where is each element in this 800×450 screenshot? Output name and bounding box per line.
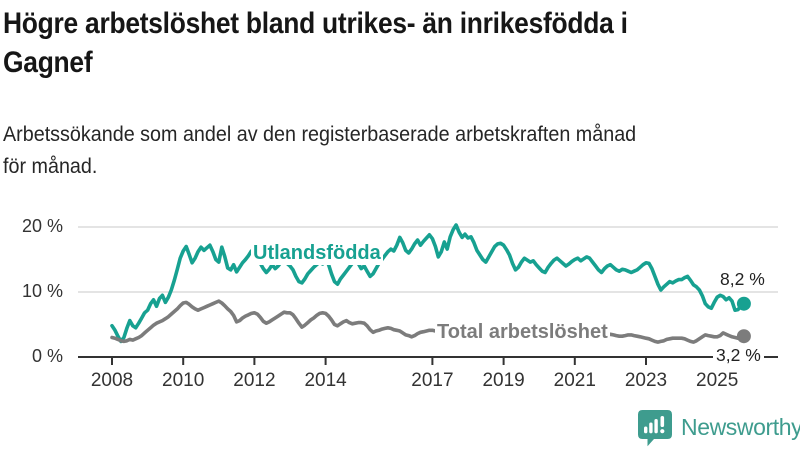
page-title: Högre arbetslöshet bland utrikes- än inr…	[3, 4, 799, 82]
x-tick-label: 2023	[624, 370, 668, 391]
series-label-utlandsfodda: Utlandsfödda	[251, 242, 383, 265]
x-tick-label: 2017	[411, 370, 454, 391]
end-value-label-total: 3,2 %	[713, 346, 764, 365]
unemployment-line-chart: Utlandsfödda Total arbetslöshet 8,2 % 3,…	[0, 195, 800, 400]
end-point-dot	[736, 296, 751, 311]
newsworthy-wordmark: Newsworthy	[681, 414, 800, 440]
y-tick-label: 10 %	[21, 281, 63, 301]
title-line-2: Gagnef	[3, 46, 93, 79]
chart-canvas	[78, 223, 778, 365]
end-point-dot	[736, 329, 751, 344]
x-tick-label: 2014	[304, 370, 347, 391]
x-tick-label: 2012	[233, 370, 276, 391]
end-value-label-utlandsfodda: 8,2 %	[717, 270, 768, 289]
x-tick-label: 2025	[696, 370, 739, 391]
y-tick-label: 20 %	[21, 216, 63, 236]
chart-subtitle: Arbetssökande som andel av den registerb…	[3, 119, 800, 183]
series-label-total-arbetsloshet: Total arbetslöshet	[435, 321, 610, 344]
subtitle-line-1: Arbetssökande som andel av den registerb…	[3, 123, 637, 146]
newsworthy-logo-icon	[638, 410, 672, 447]
x-tick-label: 2008	[90, 370, 134, 391]
title-line-1: Högre arbetslöshet bland utrikes- än inr…	[3, 7, 628, 40]
newsworthy-branding: Newsworthy	[637, 409, 800, 447]
total-arbetsloshet-line	[110, 299, 746, 344]
x-tick-label: 2019	[482, 370, 525, 391]
x-tick-label: 2010	[162, 370, 205, 391]
subtitle-line-2: för månad.	[3, 155, 98, 178]
y-tick-label: 0 %	[31, 346, 63, 366]
x-tick-label: 2021	[553, 370, 596, 391]
utlandsfodda-line	[110, 223, 746, 344]
